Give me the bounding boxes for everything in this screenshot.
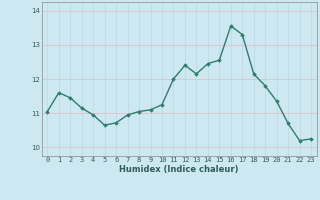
- X-axis label: Humidex (Indice chaleur): Humidex (Indice chaleur): [119, 165, 239, 174]
